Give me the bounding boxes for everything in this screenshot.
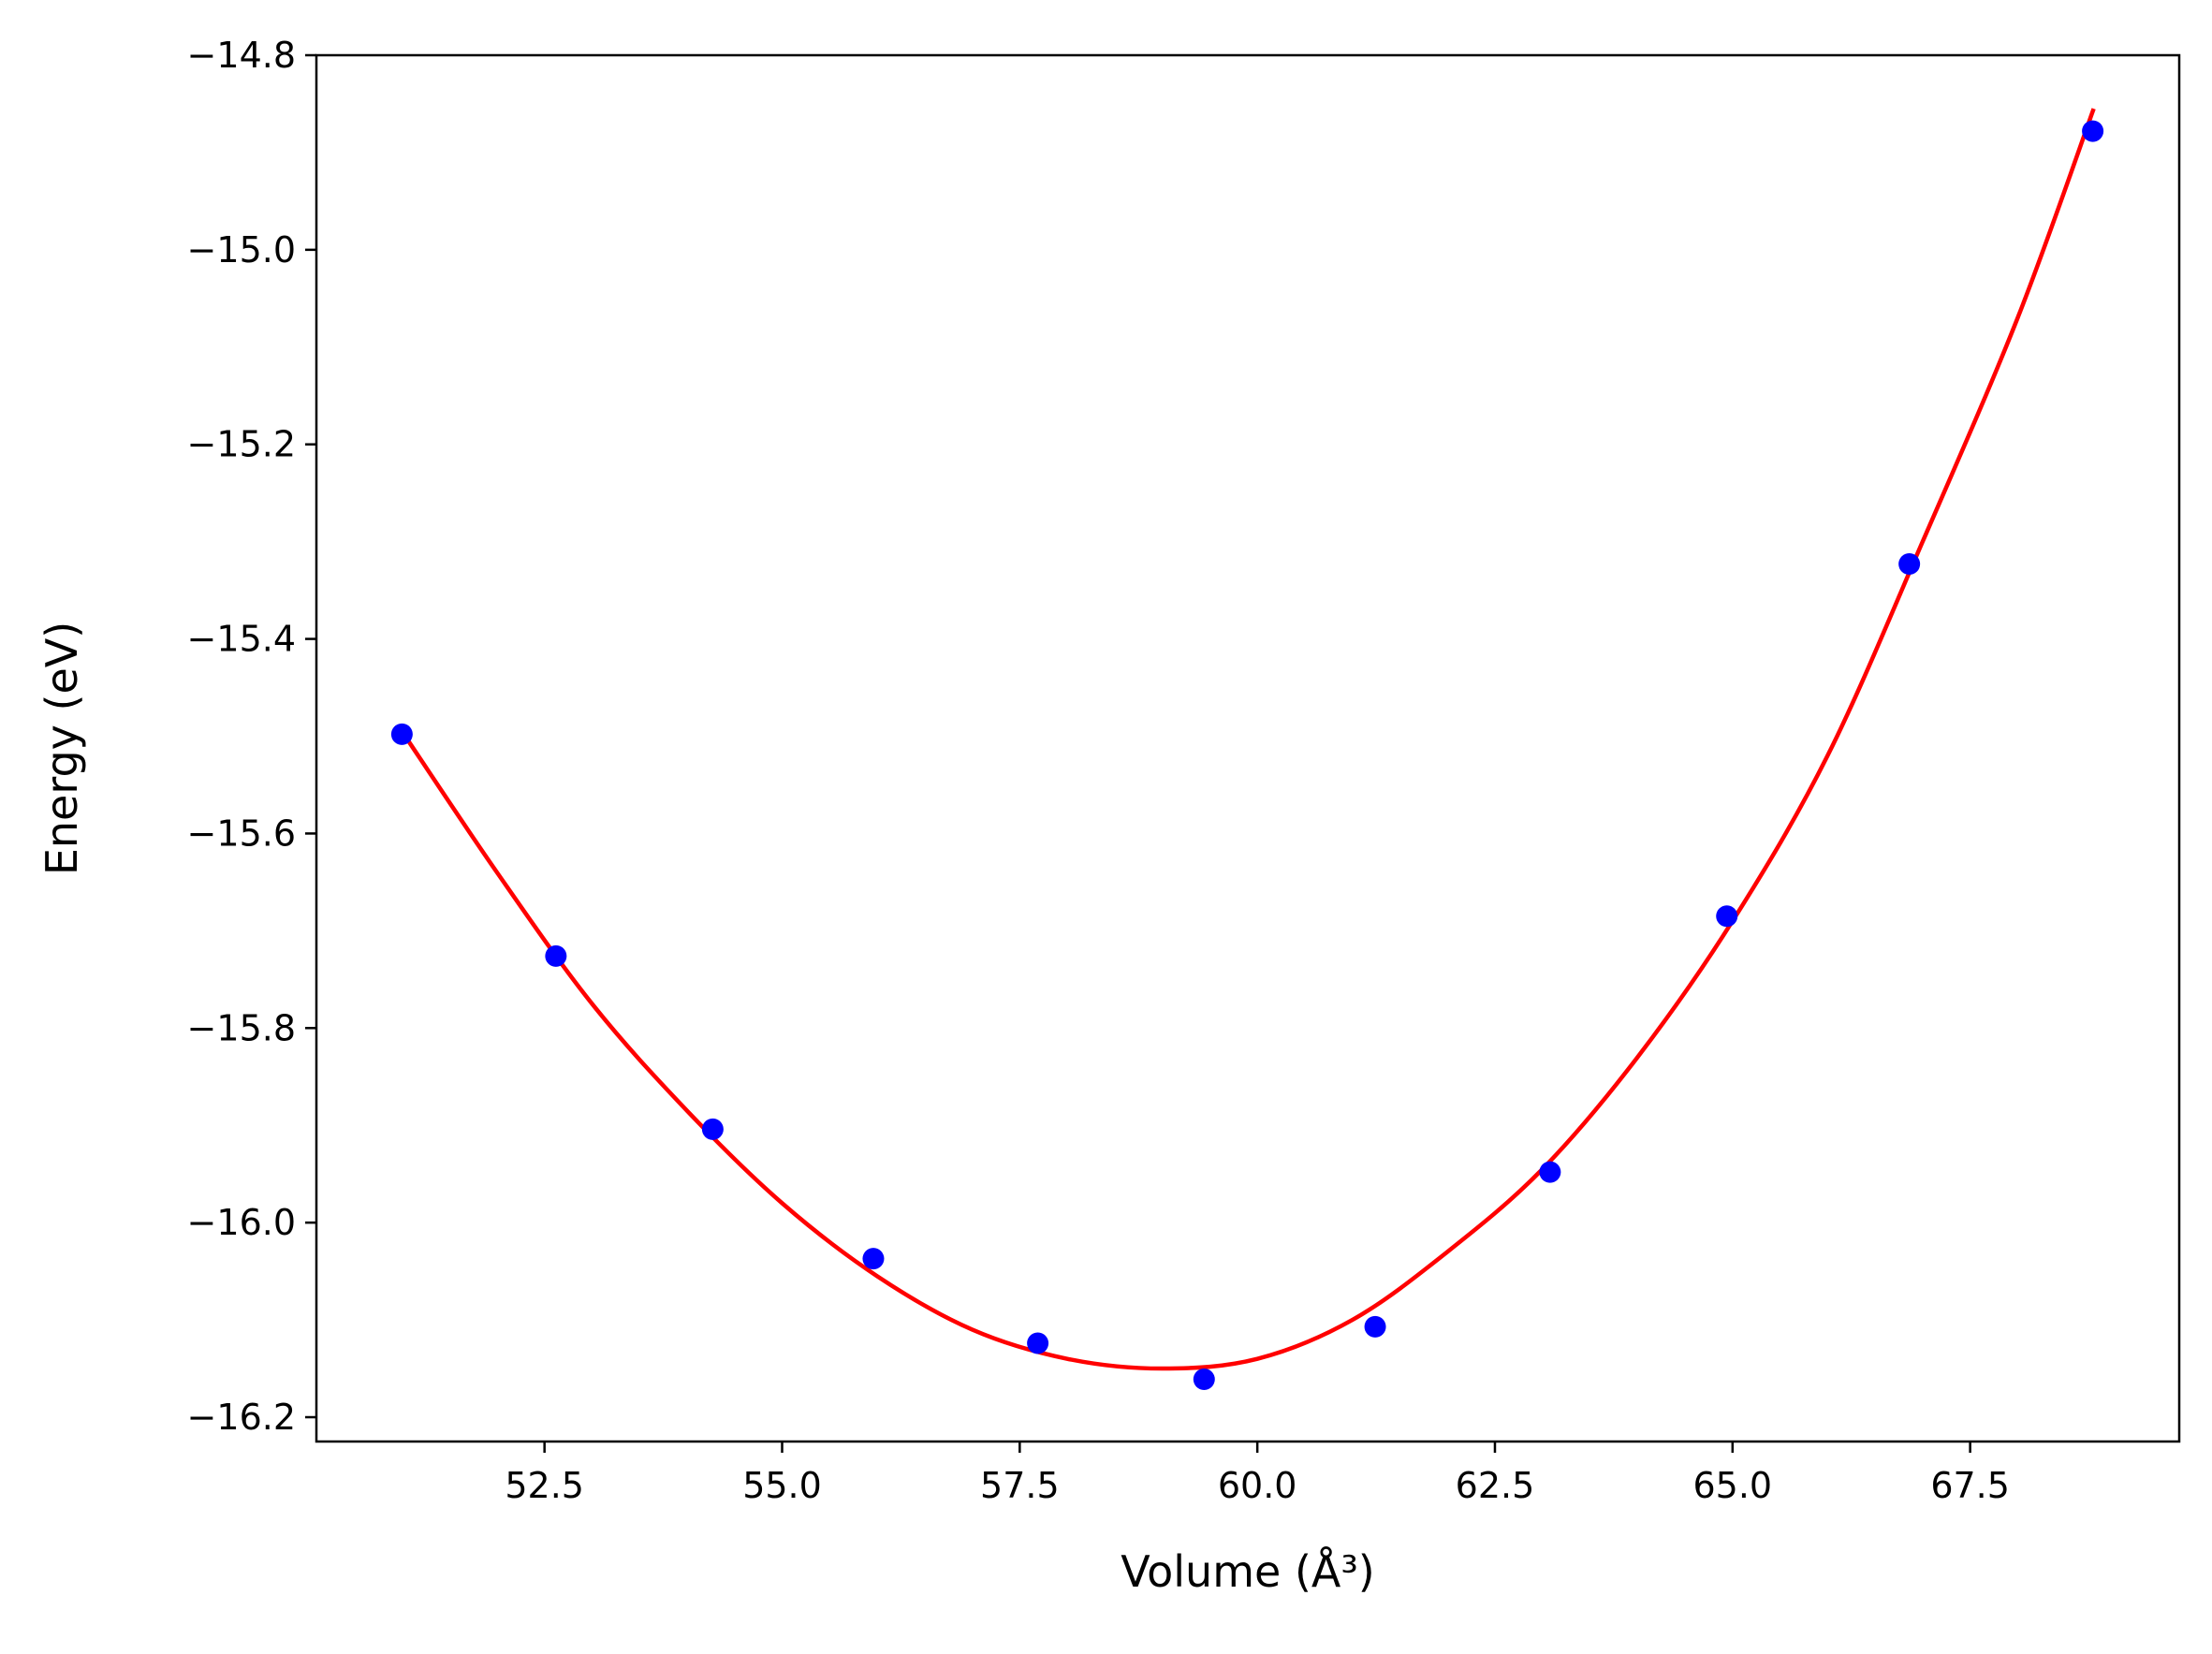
x-tick-label: 57.5	[980, 1465, 1060, 1506]
data-point	[1898, 553, 1921, 576]
data-point	[1364, 1315, 1386, 1338]
data-point	[2082, 120, 2104, 142]
fit-curve-line	[400, 108, 2096, 1371]
data-point	[862, 1248, 885, 1270]
data-point	[1539, 1161, 1561, 1183]
x-axis-label: Volume (Å³)	[1121, 1546, 1375, 1597]
data-point	[1027, 1332, 1049, 1354]
y-axis-ticks: −14.8 −15.0 −15.2 −15.4 −15.6 −15.8 −16.0 −16.2	[187, 35, 316, 1438]
data-point	[701, 1118, 724, 1140]
data-point	[390, 723, 413, 745]
x-tick-label: 65.0	[1693, 1465, 1773, 1506]
y-tick-label: −16.0	[187, 1202, 296, 1243]
data-point	[1193, 1368, 1215, 1390]
data-point	[1716, 905, 1738, 928]
y-tick-label: −15.0	[187, 229, 296, 271]
x-axis-ticks: 52.5 55.0 57.5 60.0 62.5 65.0 67.5	[505, 1442, 2010, 1506]
y-tick-label: −15.6	[187, 812, 296, 854]
y-tick-label: −15.4	[187, 619, 296, 660]
y-tick-label: −15.2	[187, 424, 296, 465]
y-axis-label: Energy (eV)	[37, 622, 87, 875]
data-point	[545, 944, 567, 967]
x-tick-label: 55.0	[742, 1465, 822, 1506]
plot-frame	[315, 53, 2181, 1443]
x-tick-label: 60.0	[1218, 1465, 1297, 1506]
y-tick-label: −15.8	[187, 1007, 296, 1048]
y-tick-label: −16.2	[187, 1397, 296, 1438]
data-points-layer	[390, 120, 2104, 1390]
x-tick-label: 62.5	[1456, 1465, 1535, 1506]
y-tick-label: −14.8	[187, 35, 296, 76]
fit-curve-layer	[400, 108, 2096, 1371]
x-tick-label: 67.5	[1930, 1465, 2010, 1506]
x-tick-label: 52.5	[505, 1465, 584, 1506]
